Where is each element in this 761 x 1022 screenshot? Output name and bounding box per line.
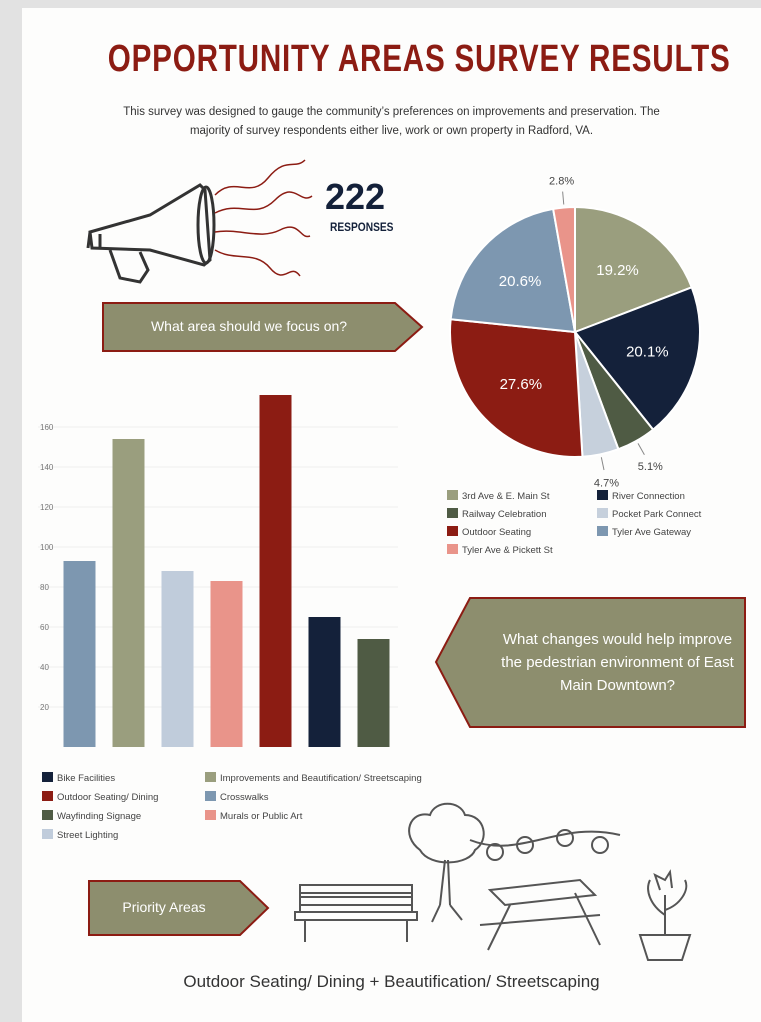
value-label: 20.6%: [499, 273, 542, 290]
legend-swatch: [597, 508, 608, 518]
y-tick-label: 60: [40, 623, 49, 632]
legend-label: Improvements and Beautification/ Streets…: [220, 773, 422, 784]
legend-swatch: [447, 544, 458, 554]
megaphone-icon: [88, 185, 214, 282]
value-label: 19.2%: [596, 262, 639, 279]
focus-question: What area should we focus on?: [103, 303, 395, 351]
legend-label: Outdoor Seating/ Dining: [57, 792, 158, 803]
legend-swatch: [205, 810, 216, 820]
value-label: 20.1%: [626, 344, 669, 361]
legend-label: Wayfinding Signage: [57, 811, 141, 822]
bar-chart: 20 40 60 80 100 120 140 160 Bike Facilities Impro…: [38, 395, 422, 841]
legend-swatch: [597, 490, 608, 500]
response-label: RESPONSES: [330, 220, 393, 234]
subtitle-line: This survey was designed to gauge the co…: [22, 106, 761, 118]
legend-label: Tyler Ave & Pickett St: [462, 545, 553, 556]
bar: [64, 561, 96, 747]
subtitle-line: majority of survey respondents either li…: [22, 125, 761, 137]
y-tick-label: 160: [40, 423, 54, 432]
legend-label: Railway Celebration: [462, 509, 546, 520]
sound-waves: [215, 160, 312, 276]
graphics: 19.2% 20.1% 5.1% 4.7% 27.6% 20.6% 2.8% 3rd Ave …: [0, 0, 761, 1022]
leader-line: [563, 192, 564, 205]
legend-label: Tyler Ave Gateway: [612, 527, 691, 538]
y-tick-label: 80: [40, 583, 49, 592]
legend-label: Murals or Public Art: [220, 811, 303, 822]
bar: [211, 581, 243, 747]
legend-swatch: [597, 526, 608, 536]
legend-label: Bike Facilities: [57, 773, 115, 784]
bar: [162, 571, 194, 747]
legend-swatch: [447, 508, 458, 518]
priority-text: Outdoor Seating/ Dining + Beautification…: [22, 972, 761, 992]
pedestrian-question: What changes would help improve the pede…: [495, 600, 740, 725]
bar: [113, 439, 145, 747]
legend-label: Street Lighting: [57, 830, 118, 841]
legend-swatch: [205, 772, 216, 782]
y-tick-label: 40: [40, 663, 49, 672]
legend-swatch: [447, 490, 458, 500]
legend-label: River Connection: [612, 491, 685, 502]
priority-label: Priority Areas: [89, 881, 239, 935]
legend-swatch: [42, 829, 53, 839]
y-tick-label: 20: [40, 703, 49, 712]
bar: [358, 639, 390, 747]
bar: [260, 395, 292, 747]
legend-swatch: [42, 810, 53, 820]
page: 19.2% 20.1% 5.1% 4.7% 27.6% 20.6% 2.8% 3rd Ave …: [0, 0, 761, 1022]
legend-label: Pocket Park Connect: [612, 509, 702, 520]
pie-chart: 19.2% 20.1% 5.1% 4.7% 27.6% 20.6% 2.8% 3rd Ave …: [447, 176, 702, 556]
value-label: 4.7%: [594, 478, 619, 490]
legend-label: 3rd Ave & E. Main St: [462, 491, 550, 502]
value-label: 27.6%: [500, 376, 543, 393]
legend-label: Crosswalks: [220, 792, 269, 803]
value-label: 5.1%: [638, 461, 663, 473]
y-tick-label: 100: [40, 543, 54, 552]
response-count: 222: [325, 176, 385, 218]
legend-swatch: [447, 526, 458, 536]
legend-swatch: [42, 772, 53, 782]
legend-swatch: [42, 791, 53, 801]
park-icons: [295, 804, 690, 960]
leader-line: [601, 457, 604, 470]
legend-swatch: [205, 791, 216, 801]
legend-label: Outdoor Seating: [462, 527, 531, 538]
title: OPPORTUNITY AREAS SURVEY RESULTS: [108, 38, 684, 81]
y-tick-label: 120: [40, 503, 54, 512]
y-tick-label: 140: [40, 463, 54, 472]
leader-line: [638, 443, 644, 454]
bar: [309, 617, 341, 747]
value-label: 2.8%: [549, 176, 574, 188]
